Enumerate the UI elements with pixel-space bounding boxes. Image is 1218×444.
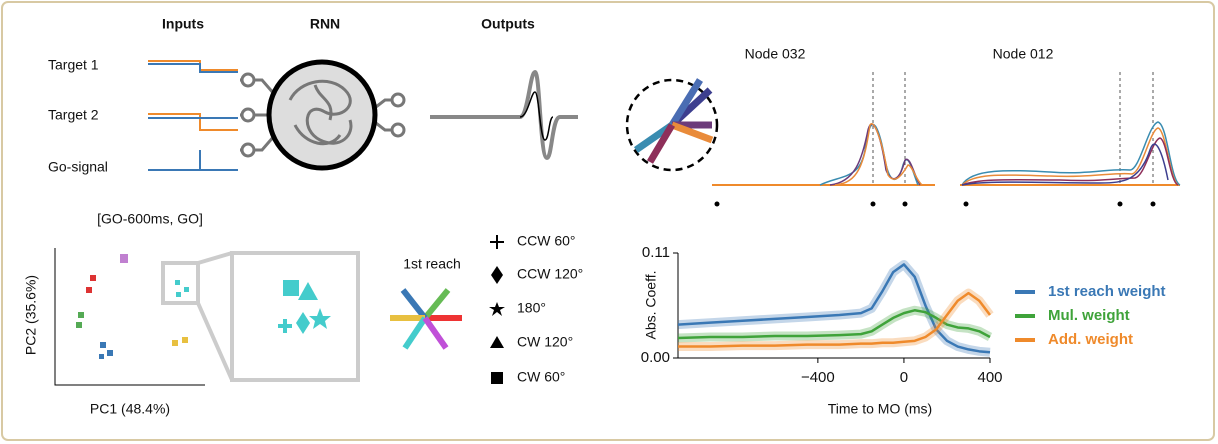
y-axis-label: Abs. Coeff. (643, 270, 659, 339)
inputs-title: Inputs (162, 16, 204, 32)
x-axis-label: Time to MO (ms) (828, 401, 932, 417)
input-signals (148, 60, 238, 171)
event-dots (714, 201, 1156, 207)
input-label: Target 2 (48, 107, 99, 123)
reach-arrows (390, 288, 462, 350)
shape-legend-label: CW 120° (517, 334, 573, 350)
input-label: Go-signal (48, 159, 108, 175)
node-title: Node 012 (993, 46, 1054, 62)
y-tick-label: 0.00 (641, 349, 670, 366)
x-tick-label: 400 (977, 369, 1002, 386)
pca-scatter (54, 248, 360, 386)
pca-ylabel: PC2 (35.6%) (23, 275, 39, 355)
legend-label: Add. weight (1048, 331, 1133, 348)
rnn-icon (240, 59, 406, 171)
shape-legend-label: CCW 120° (517, 266, 583, 282)
x-tick-label: 0 (900, 369, 908, 386)
series-line (677, 309, 991, 340)
outputs-title: Outputs (481, 16, 535, 32)
legend-label: 1st reach weight (1048, 283, 1166, 300)
shape-legend-label: 180° (517, 300, 546, 316)
rnn-title: RNN (310, 16, 340, 32)
legend-label: Mul. weight (1048, 307, 1130, 324)
series-line (678, 291, 991, 348)
input-label: Target 1 (48, 57, 99, 73)
x-tick-label: −400 (801, 369, 835, 386)
shape-legend-label: CW 60° (517, 369, 565, 385)
pca-title: [GO-600ms, GO] (97, 211, 203, 227)
reach-circle (625, 78, 719, 172)
pca-xlabel: PC1 (48.4%) (90, 401, 170, 417)
node-traces (712, 72, 1181, 186)
output-signal (430, 69, 578, 161)
y-tick-label: 0.11 (642, 244, 670, 261)
reach-label: 1st reach (403, 256, 461, 272)
shape-legend-symbols (489, 235, 505, 384)
series-line (677, 263, 991, 354)
node-title: Node 032 (745, 46, 806, 62)
shape-legend-label: CCW 60° (517, 233, 576, 249)
